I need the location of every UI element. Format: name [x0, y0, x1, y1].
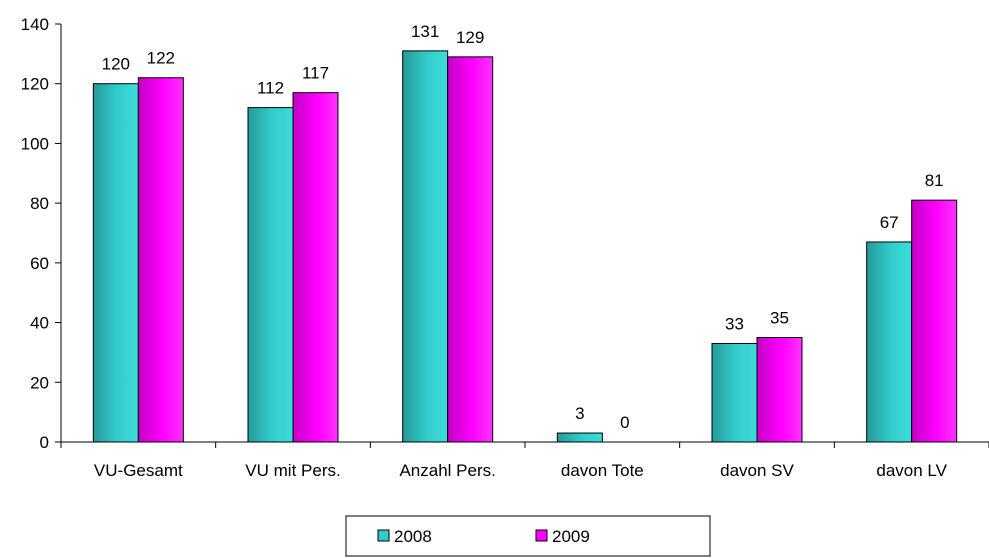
bars	[92, 50, 958, 443]
data-label-2008: 33	[725, 314, 744, 333]
y-tick-label: 80	[30, 194, 49, 213]
y-tick-label: 100	[21, 134, 49, 153]
x-category-label: davon Tote	[561, 461, 644, 480]
bar-2008	[866, 241, 913, 443]
data-label-2009: 0	[620, 413, 629, 432]
y-tick-label: 120	[21, 75, 49, 94]
bar-2009	[292, 92, 339, 443]
x-category-label: VU-Gesamt	[94, 461, 183, 480]
y-tick-label: 60	[30, 254, 49, 273]
data-label-2008: 120	[102, 55, 130, 74]
legend-label-2008: 2008	[394, 527, 432, 546]
bar-2008	[556, 432, 603, 443]
legend: 2008 2009	[345, 515, 711, 557]
data-label-2008: 3	[575, 404, 584, 423]
data-label-2009: 129	[456, 28, 484, 47]
legend-swatch-2008	[377, 529, 390, 542]
x-category-label: davon LV	[876, 461, 947, 480]
x-category-label: Anzahl Pers.	[399, 461, 495, 480]
y-tick-label: 20	[30, 373, 49, 392]
y-tick-label: 140	[21, 15, 49, 34]
data-label-2009: 122	[147, 49, 175, 68]
data-label-2008: 131	[411, 22, 439, 41]
bar-2009	[447, 56, 494, 443]
x-category-label: VU mit Pers.	[245, 461, 340, 480]
axes: 0 20 40 60 80 100 120 140 VU-Gesamt VU mit Pers. A…	[21, 15, 989, 480]
y-tick-label: 0	[40, 433, 49, 452]
data-label-2008: 67	[880, 213, 899, 232]
bar-2009	[756, 337, 803, 443]
y-tick-label: 40	[30, 314, 49, 333]
data-label-2009: 117	[302, 64, 329, 83]
bar-2008	[92, 83, 139, 443]
data-label-2009: 35	[770, 309, 789, 328]
legend-box	[345, 515, 711, 557]
x-category-label: davon SV	[720, 461, 794, 480]
bar-2008	[247, 107, 294, 443]
bar-2008	[402, 50, 449, 443]
data-label-2009: 81	[925, 171, 944, 190]
bar-2009	[911, 199, 958, 443]
data-labels: 120 122 112 117 131 129 3 0 33 35 67 81	[102, 22, 944, 432]
data-label-2008: 112	[257, 79, 284, 98]
bar-2008	[711, 342, 758, 443]
legend-label-2009: 2009	[552, 527, 590, 546]
bar-2009	[137, 77, 184, 443]
legend-swatch-2009	[535, 529, 548, 542]
